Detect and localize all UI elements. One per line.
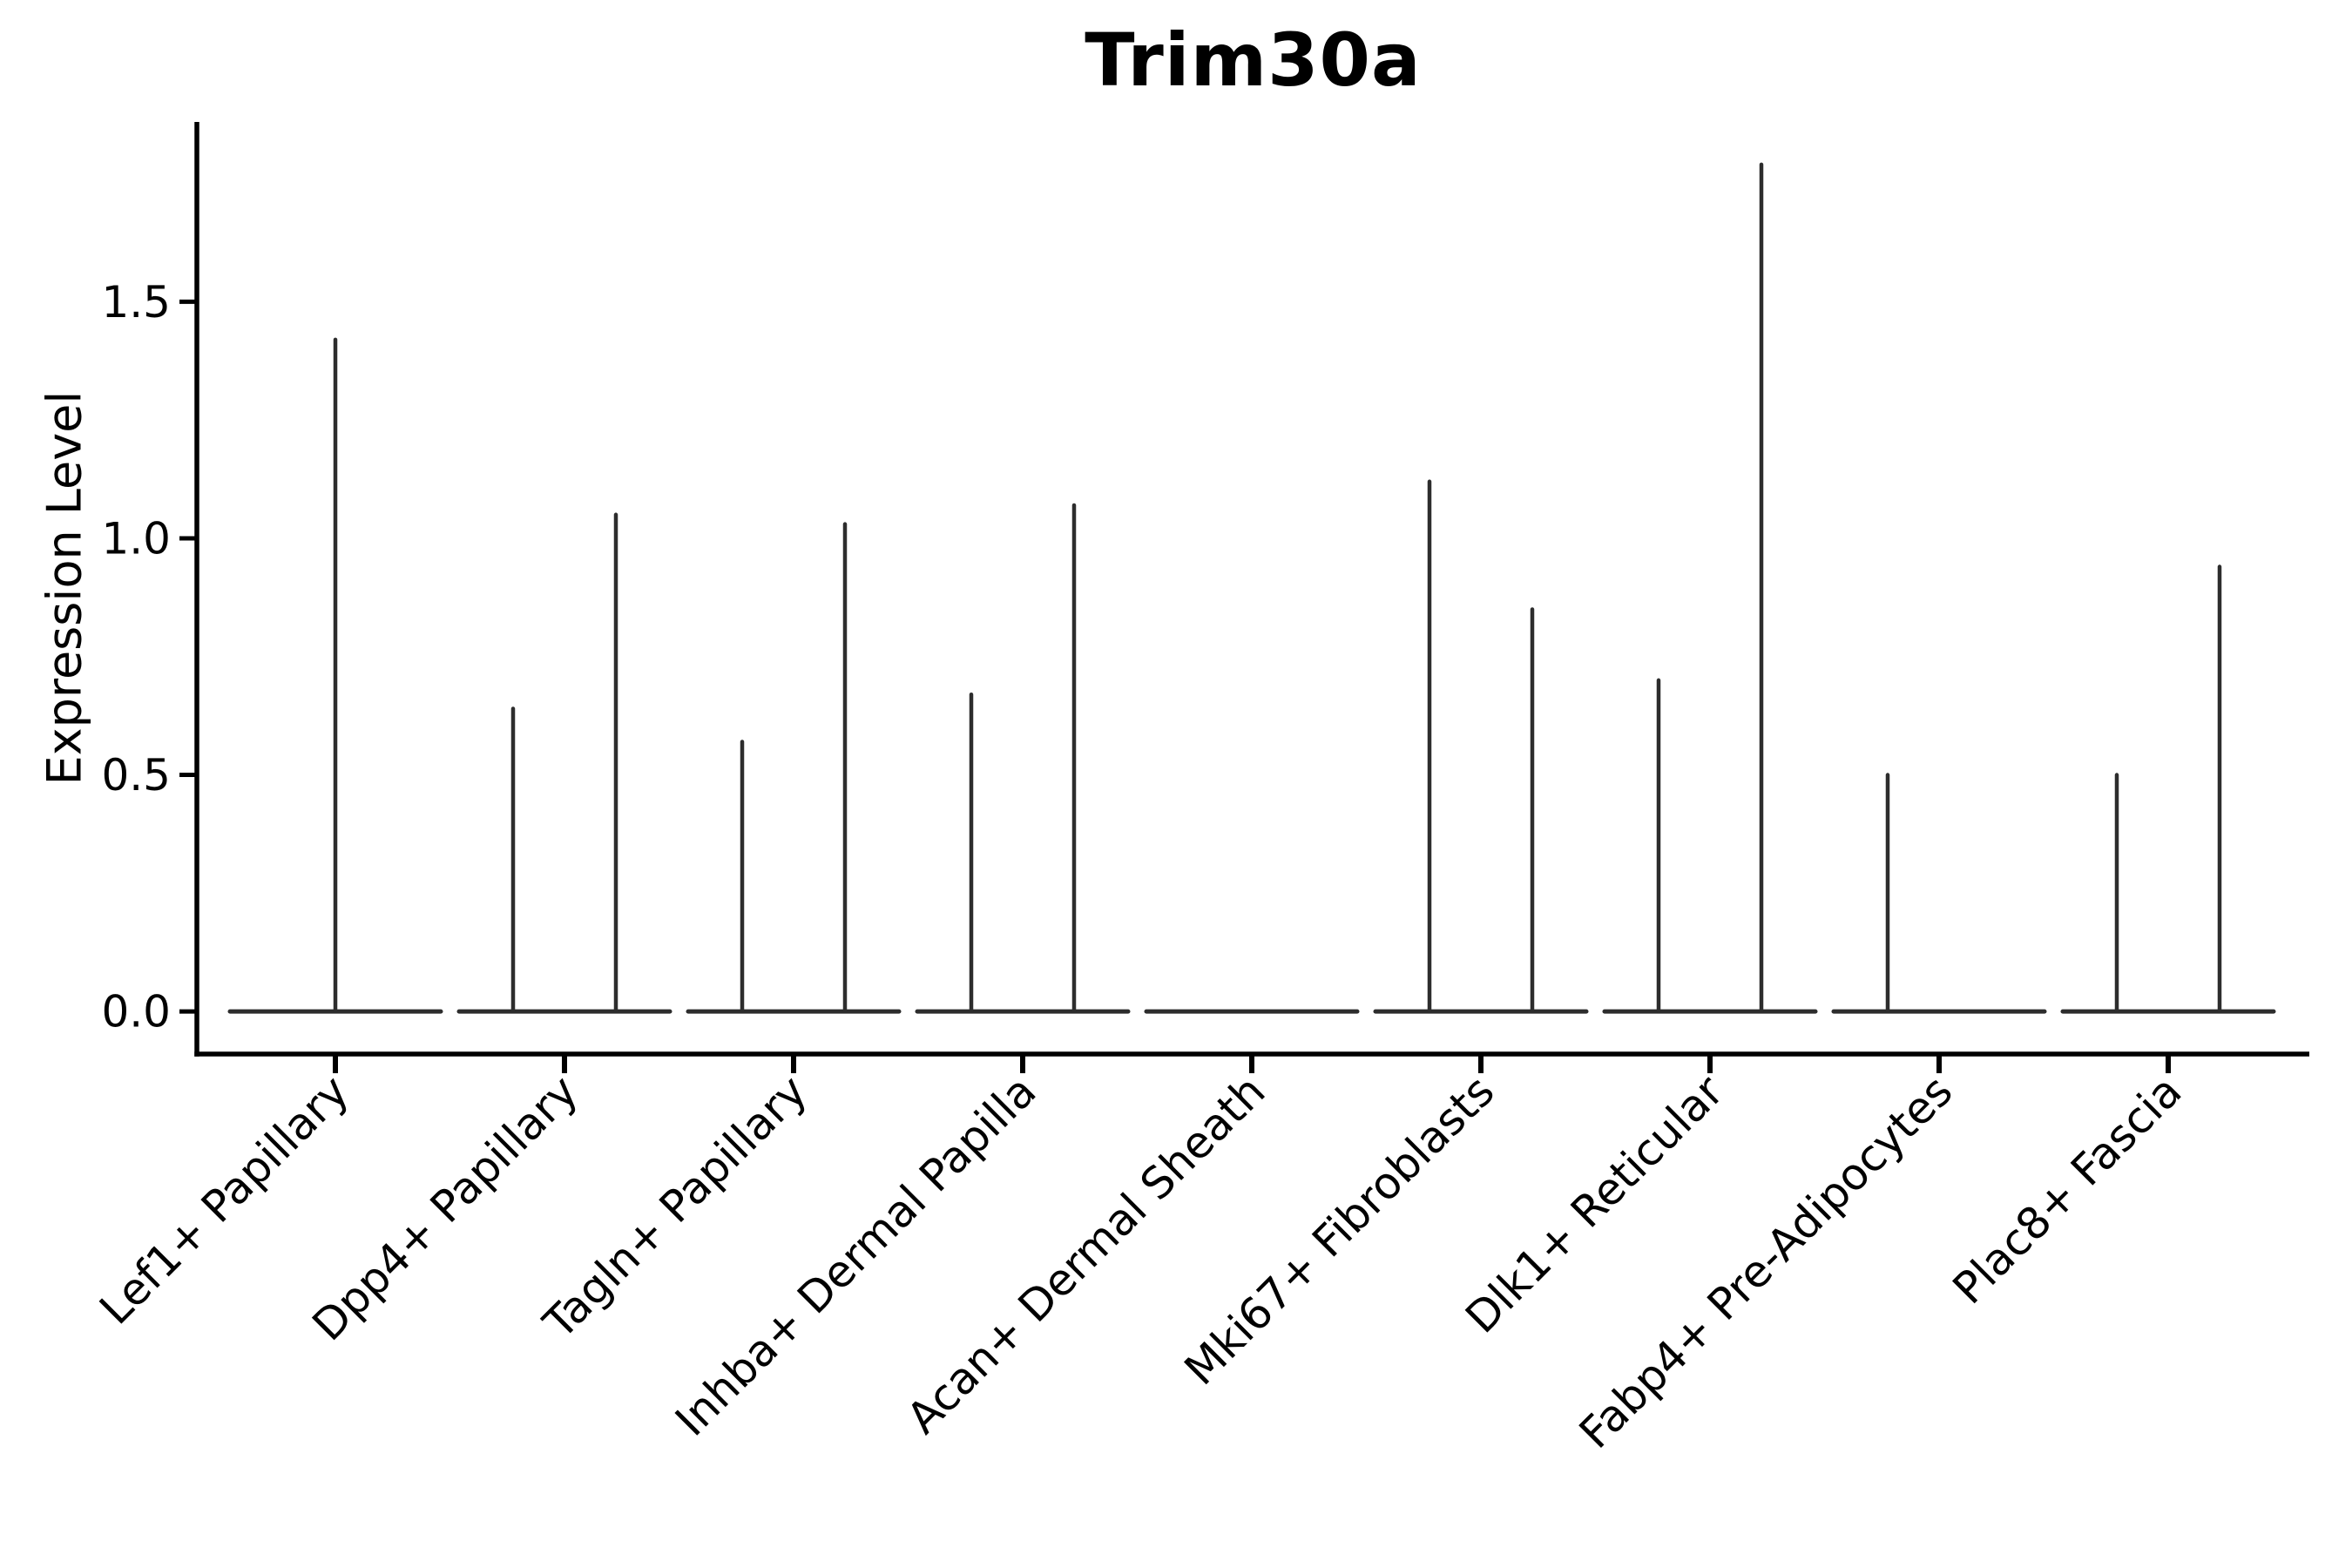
x-category-label: Plac8+ Fascia xyxy=(1943,1065,2192,1314)
x-category-label: Fabp4+ Pre-Adipocytes xyxy=(1570,1065,1963,1458)
y-tick-label: 1.5 xyxy=(101,277,171,328)
x-category-label: Lef1+ Papillary xyxy=(90,1065,358,1334)
y-tick-label: 0.0 xyxy=(101,987,171,1037)
chart-title: Trim30a xyxy=(1085,17,1422,103)
y-tick-label: 0.5 xyxy=(101,750,171,801)
y-tick-label: 1.0 xyxy=(101,513,171,564)
